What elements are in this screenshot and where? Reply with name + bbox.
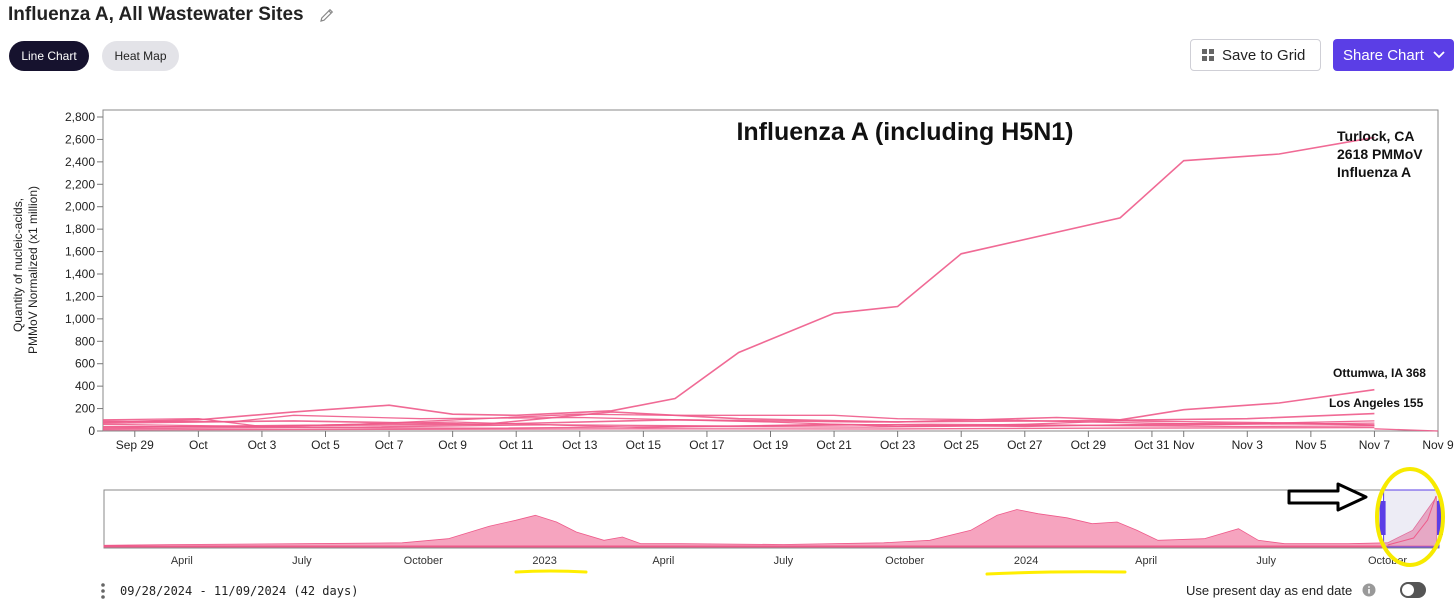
x-tick-label: Nov: [1173, 438, 1194, 452]
x-tick-label: Oct 19: [753, 438, 789, 452]
page-title: Influenza A, All Wastewater Sites: [8, 4, 304, 25]
range-navigator[interactable]: April July October 2023 April July October 2024…: [103, 467, 1445, 576]
x-tick-label: Oct 11: [499, 438, 534, 452]
series-line-3: [102, 413, 1375, 428]
navigator-tick-label: July: [774, 555, 794, 567]
main-chart: Influenza A (including H5N1) Quantity of…: [11, 109, 1454, 452]
navigator-tick-label: October: [1368, 555, 1407, 567]
annotation-ottumwa: Ottumwa, IA 368: [1333, 366, 1426, 380]
series-line-4: [102, 414, 1375, 428]
x-tick-label: Oct 5: [311, 438, 340, 452]
series-line-9: [1374, 428, 1439, 432]
series-line-turlock-ca: [102, 136, 1375, 423]
series-line-ottumwa-ia: [102, 388, 1375, 426]
series-line-5: [102, 424, 1375, 430]
share-chart-button[interactable]: Share Chart: [1333, 39, 1454, 71]
pencil-icon[interactable]: [318, 6, 336, 24]
share-chart-label: Share Chart: [1343, 46, 1424, 64]
x-tick-label: Nov 5: [1295, 438, 1327, 452]
x-tick-label: Oct 9: [438, 438, 467, 452]
chevron-down-icon: [1433, 51, 1445, 59]
y-tick-label: 800: [75, 334, 95, 348]
navigator-tick-label: April: [652, 555, 674, 567]
y-tick-label: 200: [75, 402, 95, 416]
x-tick-label: Oct 3: [248, 438, 277, 452]
x-tick-label: Oct 13: [562, 438, 598, 452]
series-line-6: [102, 422, 1375, 428]
y-tick-label: 1,400: [65, 267, 95, 281]
arrow-annotation: [1287, 482, 1368, 512]
annotation-turlock-1: Turlock, CA: [1337, 128, 1415, 144]
x-tick-label: Oct 27: [1007, 438, 1043, 452]
navigator-tick-label: October: [885, 555, 924, 567]
navigator-tick-label: October: [404, 555, 443, 567]
navigator-tick-label: July: [1256, 555, 1276, 567]
x-tick-label: Oct 17: [689, 438, 725, 452]
y-tick-label: 0: [88, 424, 95, 438]
present-day-toggle[interactable]: [1400, 582, 1427, 598]
navigator-selection[interactable]: [1383, 489, 1440, 548]
x-tick-label: Oct 7: [375, 438, 404, 452]
y-tick-label: 2,400: [65, 155, 95, 169]
save-to-grid-button[interactable]: Save to Grid: [1190, 39, 1321, 71]
x-tick-label: Nov 7: [1359, 438, 1391, 452]
present-day-label: Use present day as end date: [1186, 582, 1353, 598]
line-chart-toggle[interactable]: Line Chart: [9, 41, 89, 71]
y-tick-label: 1,600: [65, 245, 95, 259]
x-tick-label: Nov 3: [1232, 438, 1264, 452]
x-tick-label: Oct 23: [880, 438, 916, 452]
x-tick-label: Nov 9: [1422, 438, 1454, 452]
navigator-handle-left[interactable]: [1379, 501, 1386, 535]
x-tick-label: Oct 15: [626, 438, 662, 452]
info-icon[interactable]: [1362, 583, 1376, 597]
plot-frame: [102, 109, 1439, 432]
highlight-underline-2024: [985, 570, 1127, 576]
y-tick-label: 2,800: [65, 110, 95, 124]
navigator-handle-right[interactable]: [1437, 501, 1443, 535]
y-tick-label: 600: [75, 357, 95, 371]
save-to-grid-label: Save to Grid: [1222, 46, 1306, 64]
navigator-tick-label: July: [292, 555, 312, 567]
navigator-tick-label: 2024: [1014, 555, 1038, 567]
toggle-knob: [1402, 584, 1415, 596]
series-line-los-angeles: [102, 412, 1375, 429]
y-tick-label: 2,600: [65, 132, 95, 146]
highlight-underline-2023: [514, 569, 588, 574]
y-axis-label-line2: PMMoV Normalized (x1 million): [26, 186, 40, 354]
navigator-tick-label: April: [1135, 555, 1157, 567]
navigator-area: [103, 495, 1437, 548]
x-tick-label: Sep 29: [116, 438, 154, 452]
annotation-turlock-2: 2618 PMMoV: [1337, 146, 1423, 162]
series-line-7: [102, 426, 1375, 431]
date-range-text: 09/28/2024 - 11/09/2024 (42 days): [120, 584, 359, 598]
drag-handle-icon[interactable]: [100, 582, 106, 600]
heat-map-toggle[interactable]: Heat Map: [102, 41, 179, 71]
navigator-selected-trace: [1387, 495, 1437, 546]
annotation-los-angeles: Los Angeles 155: [1329, 396, 1424, 410]
x-tick-label: Oct: [189, 438, 208, 452]
navigator-frame: [103, 489, 1440, 549]
navigator-tick-label: April: [171, 555, 193, 567]
y-tick-label: 2,000: [65, 200, 95, 214]
y-tick-label: 1,200: [65, 289, 95, 303]
x-tick-label: Oct 31: [1134, 438, 1170, 452]
y-tick-label: 2,200: [65, 177, 95, 191]
navigator-tick-label: 2023: [532, 555, 556, 567]
y-axis-label-line1: Quantity of nucleic-acids,: [11, 198, 25, 332]
x-tick-label: Oct 29: [1071, 438, 1107, 452]
y-tick-label: 1,000: [65, 312, 95, 326]
series-line-8: [102, 421, 1375, 429]
x-tick-label: Oct 21: [816, 438, 852, 452]
grid-icon: [1202, 49, 1214, 61]
highlight-circle: [1375, 467, 1445, 567]
annotation-turlock-3: Influenza A: [1337, 164, 1411, 180]
x-tick-label: Oct 25: [944, 438, 980, 452]
y-tick-label: 1,800: [65, 222, 95, 236]
chart-title: Influenza A (including H5N1): [736, 118, 1073, 146]
y-tick-label: 400: [75, 379, 95, 393]
